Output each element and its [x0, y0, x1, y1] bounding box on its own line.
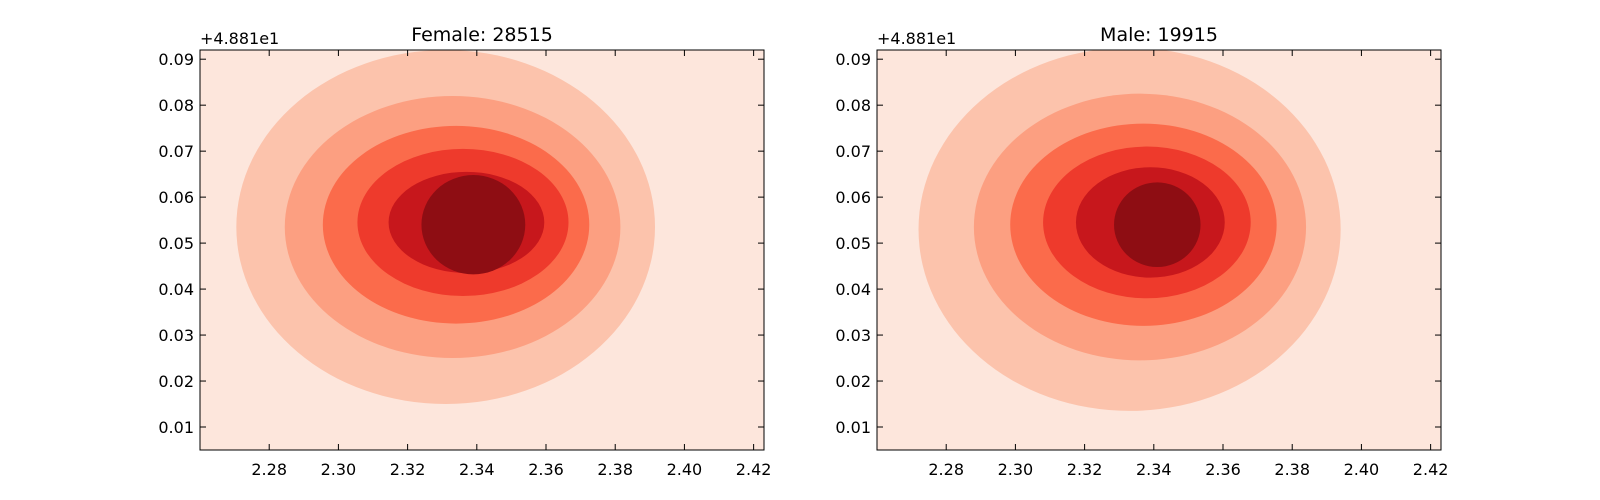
x-tick-label: 2.34 — [459, 460, 495, 479]
y-tick-label: 0.02 — [158, 372, 194, 391]
x-tick-label: 2.30 — [998, 460, 1034, 479]
x-tick-label: 2.40 — [1344, 460, 1380, 479]
y-tick-label: 0.04 — [835, 280, 871, 299]
contour-levels — [918, 50, 1341, 411]
y-tick-label: 0.07 — [158, 142, 194, 161]
x-tick-label: 2.30 — [321, 460, 357, 479]
y-tick-label: 0.05 — [835, 234, 871, 253]
y-tick-label: 0.01 — [835, 418, 871, 437]
x-tick-label: 2.36 — [1205, 460, 1241, 479]
y-tick-label: 0.04 — [158, 280, 194, 299]
chart-title: Female: 28515 — [411, 24, 553, 46]
chart-title: Male: 19915 — [1100, 24, 1218, 46]
y-tick-label: 0.03 — [158, 326, 194, 345]
chart-panel-female: 2.28 2.30 2.32 2.34 2.36 2.38 2.40 2.42 0.01 0.02… — [158, 24, 771, 479]
contour-level-6 — [1114, 182, 1201, 268]
x-tick-label: 2.32 — [390, 460, 426, 479]
x-tick-label: 2.42 — [1413, 460, 1449, 479]
y-tick-label: 0.05 — [158, 234, 194, 253]
y-tick-label: 0.02 — [835, 372, 871, 391]
x-tick-label: 2.34 — [1136, 460, 1172, 479]
x-tick-label: 2.40 — [667, 460, 703, 479]
axes-frame — [876, 49, 1442, 451]
x-tick-label: 2.28 — [251, 460, 287, 479]
x-tick-label: 2.28 — [928, 460, 964, 479]
x-tick-label: 2.32 — [1067, 460, 1103, 479]
y-tick-label: 0.06 — [835, 188, 871, 207]
y-tick-label: 0.03 — [835, 326, 871, 345]
axes-frame — [199, 49, 765, 451]
y-tick-label: 0.06 — [158, 188, 194, 207]
chart-panel-male: 2.28 2.30 2.32 2.34 2.36 2.38 2.40 2.42 0.01 0.02… — [835, 24, 1448, 479]
x-tick-label: 2.42 — [736, 460, 772, 479]
y-offset-label: +4.881e1 — [877, 29, 956, 48]
contour-level-6 — [421, 175, 526, 275]
x-tick-label: 2.38 — [1274, 460, 1310, 479]
y-tick-label: 0.08 — [835, 96, 871, 115]
y-tick-label: 0.07 — [835, 142, 871, 161]
contour-levels — [236, 50, 656, 405]
x-tick-label: 2.38 — [597, 460, 633, 479]
y-tick-label: 0.09 — [158, 50, 194, 69]
y-tick-label: 0.01 — [158, 418, 194, 437]
y-tick-label: 0.09 — [835, 50, 871, 69]
y-tick-label: 0.08 — [158, 96, 194, 115]
y-offset-label: +4.881e1 — [200, 29, 279, 48]
x-tick-label: 2.36 — [528, 460, 564, 479]
